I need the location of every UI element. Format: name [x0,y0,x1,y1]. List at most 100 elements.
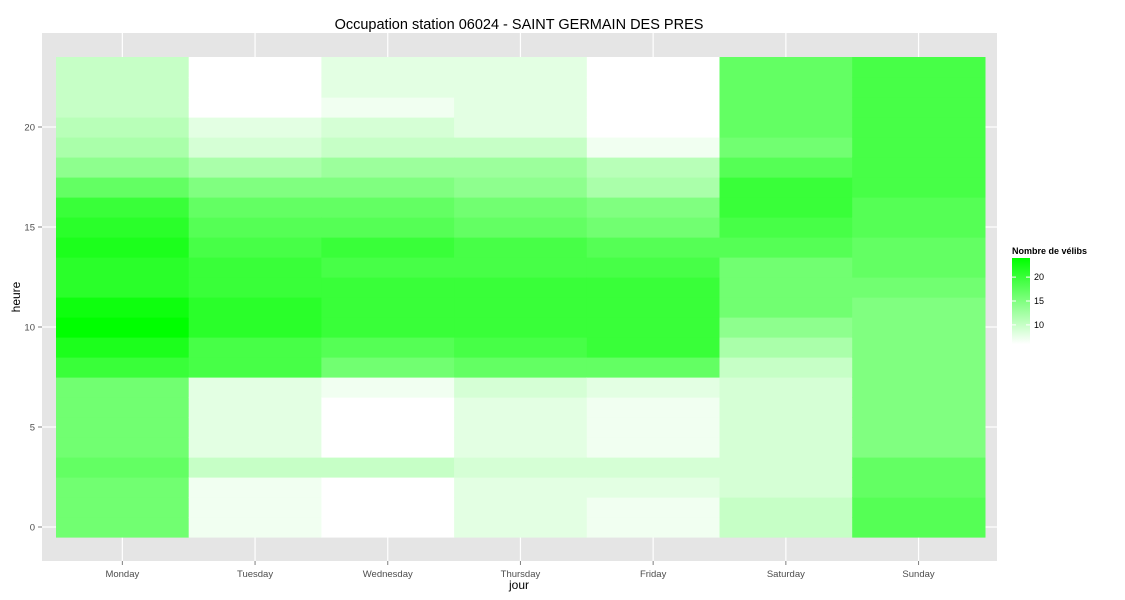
heatmap-tile [56,117,190,138]
y-tick-label: 0 [30,523,35,534]
heatmap-tile [188,117,322,138]
heatmap-tile [586,257,721,278]
heatmap-tile [321,497,455,518]
heatmap-tile [454,337,588,358]
x-tick-label: Sunday [902,569,934,580]
heatmap-tile [321,57,455,78]
heatmap-tile [321,477,455,498]
x-tick-label: Thursday [501,569,541,580]
heatmap-tile [56,377,190,398]
x-axis-ticks: Monday Tuesday Wednesday Thursday Friday Satu… [105,561,935,580]
y-tick-label: 10 [24,323,35,334]
x-tick-label: Friday [640,569,667,580]
heatmap-tile [719,257,853,278]
heatmap-tile [719,117,853,138]
heatmap-tile [321,337,455,358]
heatmap-tile [586,157,721,178]
heatmap-tile [586,477,721,498]
heatmap-tile [56,437,190,458]
heatmap-tile [852,137,986,158]
heatmap-tile [321,257,455,278]
heatmap-tile [454,497,588,518]
heatmap-tile [586,377,721,398]
heatmap-tile [321,277,455,298]
heatmap-tile [719,237,853,258]
heatmap-tile [719,457,853,478]
heatmap-tile [852,237,986,258]
heatmap-tile [719,277,853,298]
heatmap-tile [852,357,986,378]
heatmap-tile [321,297,455,318]
heatmap-tile [852,517,986,538]
heatmap-tile [586,277,721,298]
heatmap-tile [321,417,455,438]
heatmap-tile [586,437,721,458]
legend-ticks: 10 15 20 [1012,272,1044,330]
heatmap-tile [188,237,322,258]
heatmap-tile [852,57,986,78]
heatmap-tile [321,237,455,258]
heatmap-tile [852,317,986,338]
heatmap-tile [454,417,588,438]
heatmap-tile [454,377,588,398]
heatmap-tile [852,277,986,298]
x-axis-title: jour [508,578,529,592]
heatmap-tile [454,57,588,78]
heatmap-tile [719,137,853,158]
heatmap-tile [188,217,322,238]
heatmap-tile [56,77,190,98]
x-tick-label: Wednesday [363,569,413,580]
heatmap-tile [852,297,986,318]
legend-colorbar [1012,258,1030,344]
heatmap-tile [321,197,455,218]
heatmap-tile [586,237,721,258]
heatmap-tile [586,77,721,98]
heatmap-tile [586,217,721,238]
heatmap-tile [188,437,322,458]
heatmap-tile [852,257,986,278]
heatmap-tile [56,417,190,438]
heatmap-tile [586,357,721,378]
heatmap-tile [719,397,853,418]
heatmap-tile [188,277,322,298]
heatmap-tile [719,157,853,178]
heatmap-tile [321,137,455,158]
heatmap-tile [321,317,455,338]
heatmap-tile [454,457,588,478]
heatmap-tile [586,97,721,118]
heatmap-tile [188,297,322,318]
heatmap-tile [586,57,721,78]
legend-title: Nombre de vélibs [1012,246,1087,256]
x-tick-label: Monday [105,569,139,580]
heatmap-tile [454,177,588,198]
heatmap-tile [454,137,588,158]
heatmap-tile [852,197,986,218]
heatmap-tile [719,497,853,518]
legend: Nombre de vélibs 10 15 20 [1012,246,1087,344]
heatmap-tile [56,257,190,278]
heatmap-tile [321,157,455,178]
heatmap-tile [454,97,588,118]
heatmap-tile [321,77,455,98]
heatmap-tile [852,417,986,438]
heatmap-tile [56,397,190,418]
heatmap-tile [454,297,588,318]
heatmap-tile [586,417,721,438]
heatmap-tile [454,117,588,138]
heatmap-tile [56,317,190,338]
heatmap-tiles [56,57,986,538]
x-tick-label: Saturday [767,569,805,580]
heatmap-tile [719,477,853,498]
heatmap-tile [852,497,986,518]
heatmap-tile [321,397,455,418]
heatmap-tile [188,97,322,118]
heatmap-tile [321,357,455,378]
heatmap-tile [56,337,190,358]
heatmap-tile [586,457,721,478]
heatmap-tile [852,217,986,238]
heatmap-tile [56,517,190,538]
heatmap-tile [852,477,986,498]
heatmap-tile [188,257,322,278]
heatmap-tile [188,77,322,98]
